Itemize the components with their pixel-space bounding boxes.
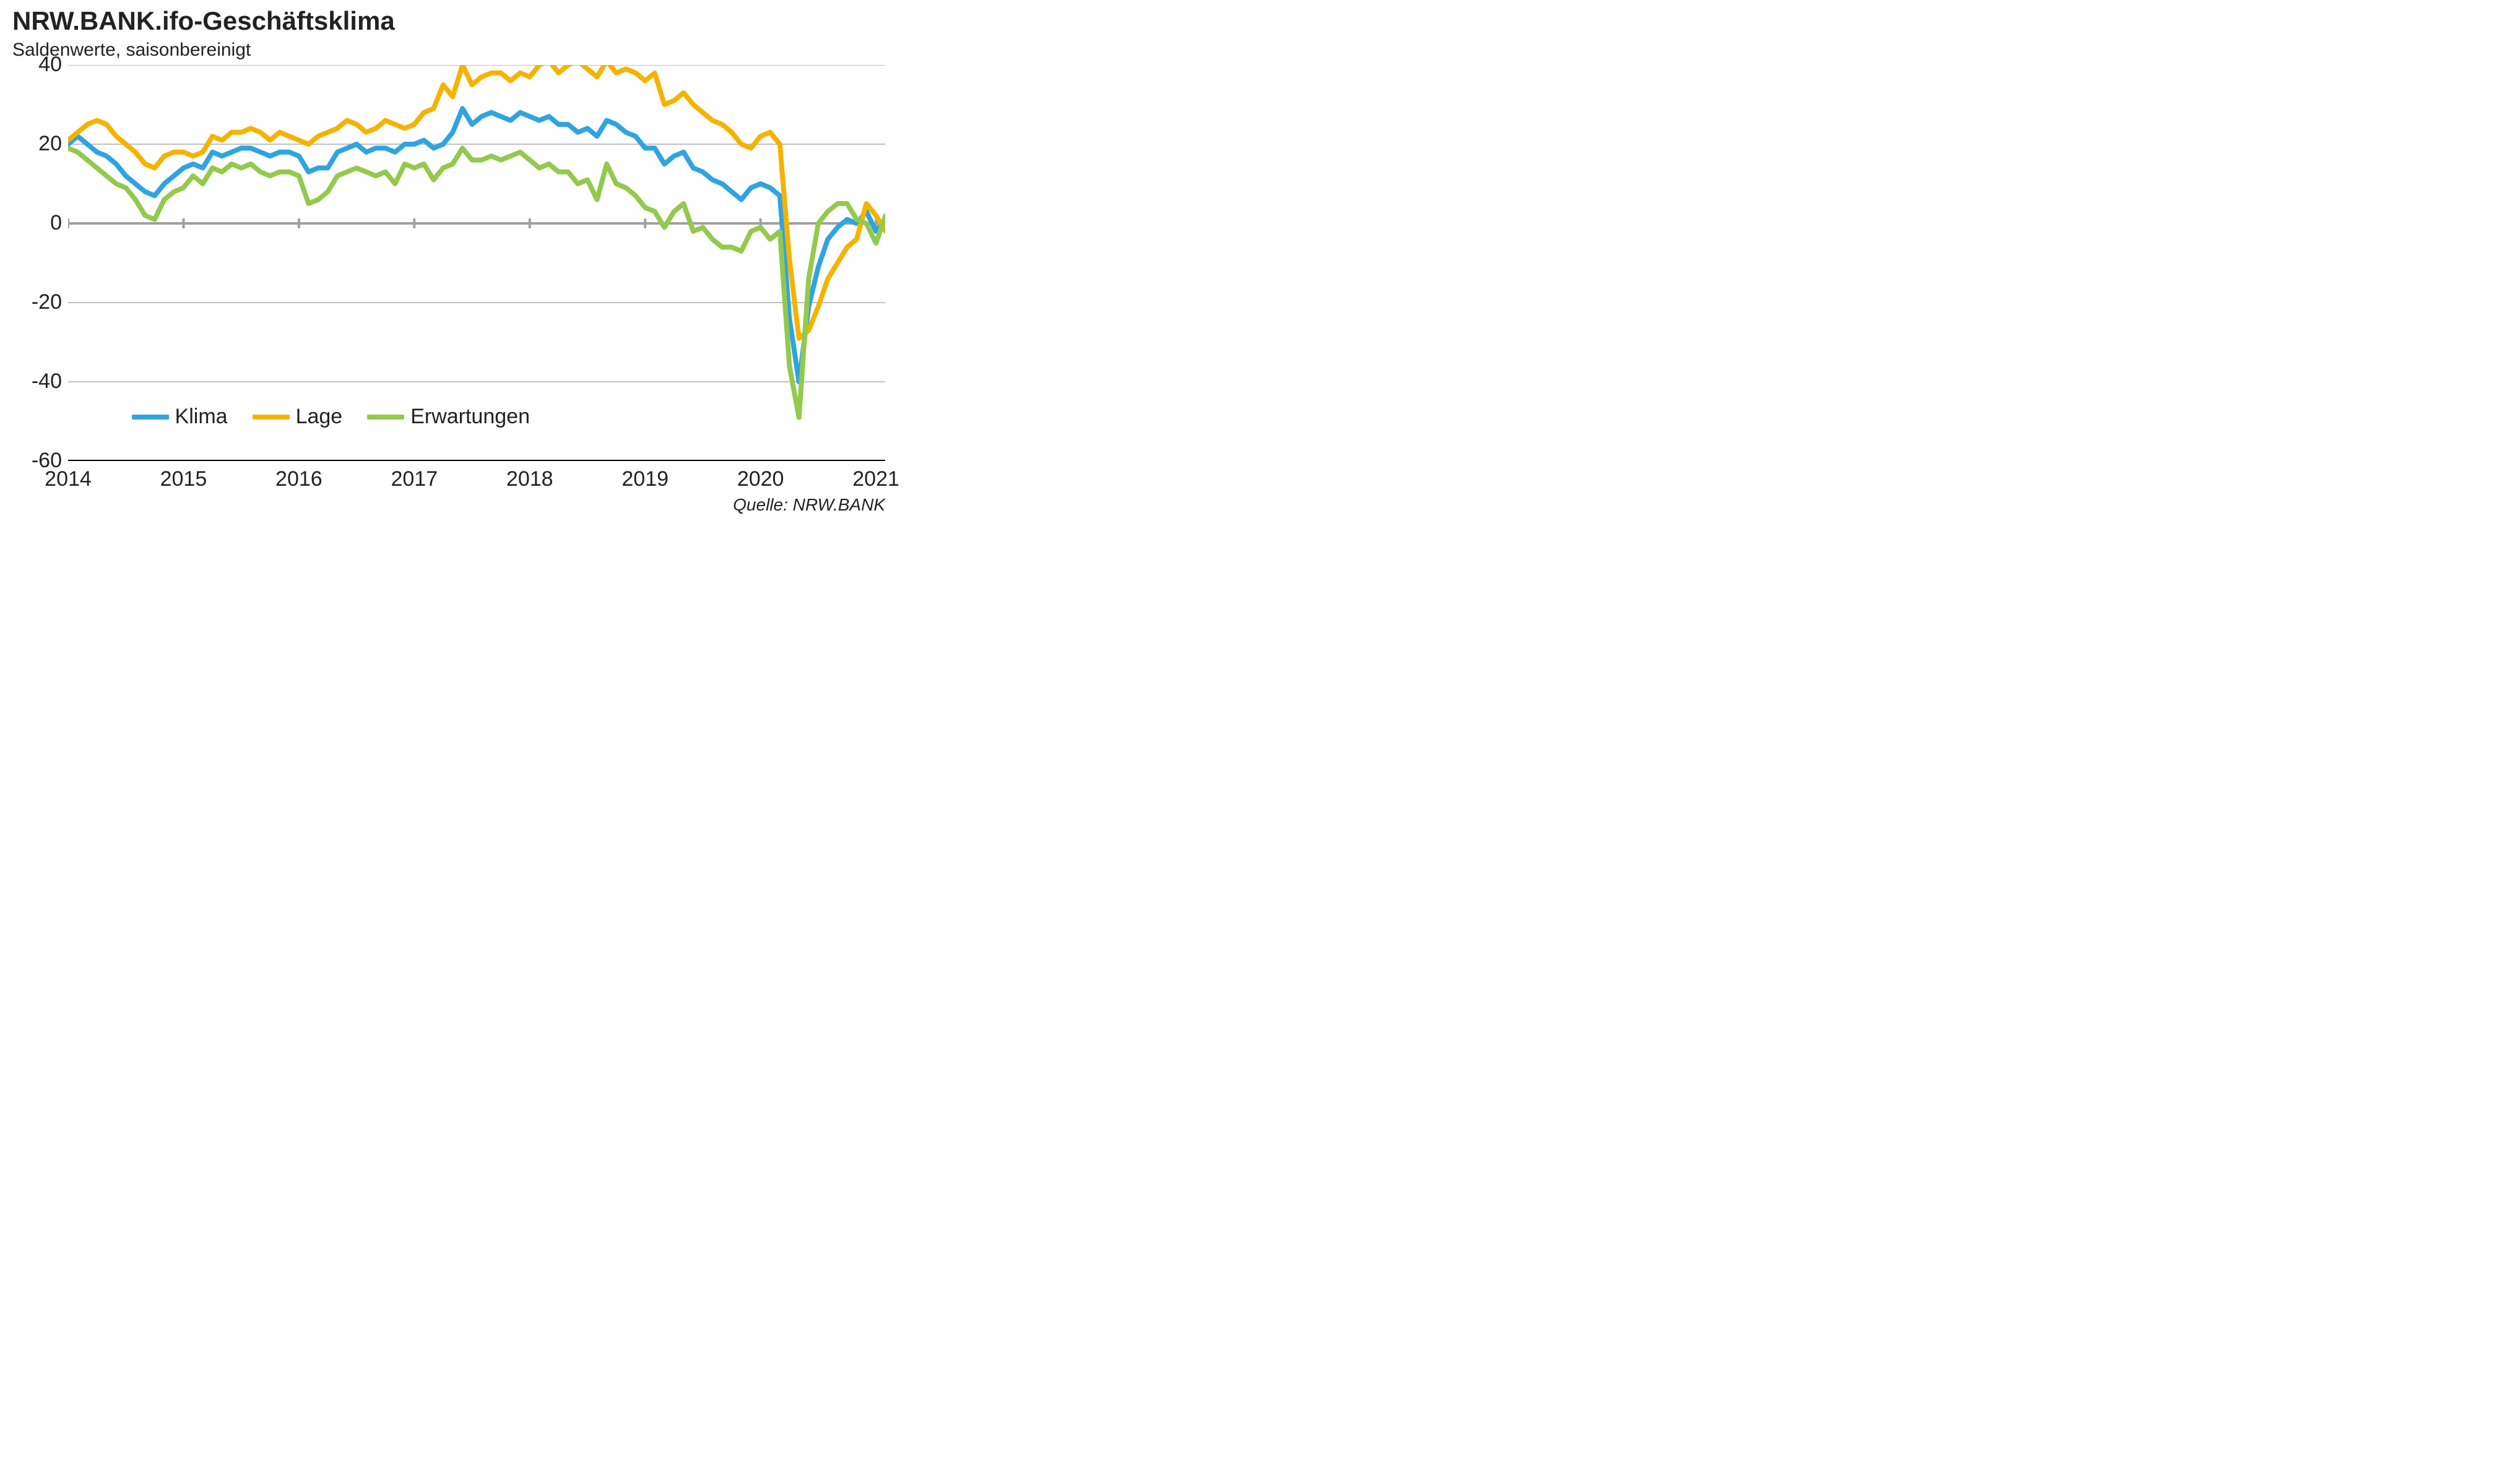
- y-tick-label: -20: [6, 290, 62, 314]
- series-klima: [68, 108, 885, 382]
- x-tick-label: 2019: [621, 467, 669, 491]
- plot-area: [68, 65, 885, 461]
- legend-swatch: [367, 415, 404, 420]
- legend-label: Erwartungen: [410, 405, 530, 429]
- chart-title: NRW.BANK.ifo-Geschäftsklima: [12, 6, 395, 36]
- y-tick-label: 40: [6, 53, 62, 77]
- x-tick-label: 2015: [160, 467, 207, 491]
- chart-svg: [68, 65, 885, 461]
- legend-item-erwartungen: Erwartungen: [367, 405, 530, 429]
- y-tick-label: 0: [6, 211, 62, 235]
- x-tick-label: 2014: [45, 467, 92, 491]
- y-tick-label: -40: [6, 369, 62, 394]
- legend-label: Lage: [296, 405, 343, 429]
- x-tick-label: 2017: [391, 467, 438, 491]
- legend-swatch: [253, 415, 290, 420]
- series-erwartungen: [68, 148, 885, 417]
- legend-swatch: [132, 415, 169, 420]
- legend: Klima Lage Erwartungen: [132, 405, 530, 429]
- legend-item-lage: Lage: [253, 405, 343, 429]
- y-tick-label: 20: [6, 132, 62, 156]
- x-tick-label: 2021: [852, 467, 899, 491]
- x-tick-label: 2018: [506, 467, 553, 491]
- chart-container: NRW.BANK.ifo-Geschäftsklima Saldenwerte,…: [0, 0, 898, 520]
- legend-item-klima: Klima: [132, 405, 228, 429]
- x-tick-label: 2016: [275, 467, 323, 491]
- series-lage: [68, 65, 885, 338]
- legend-label: Klima: [175, 405, 228, 429]
- source-label: Quelle: NRW.BANK: [733, 495, 885, 515]
- x-tick-label: 2020: [737, 467, 784, 491]
